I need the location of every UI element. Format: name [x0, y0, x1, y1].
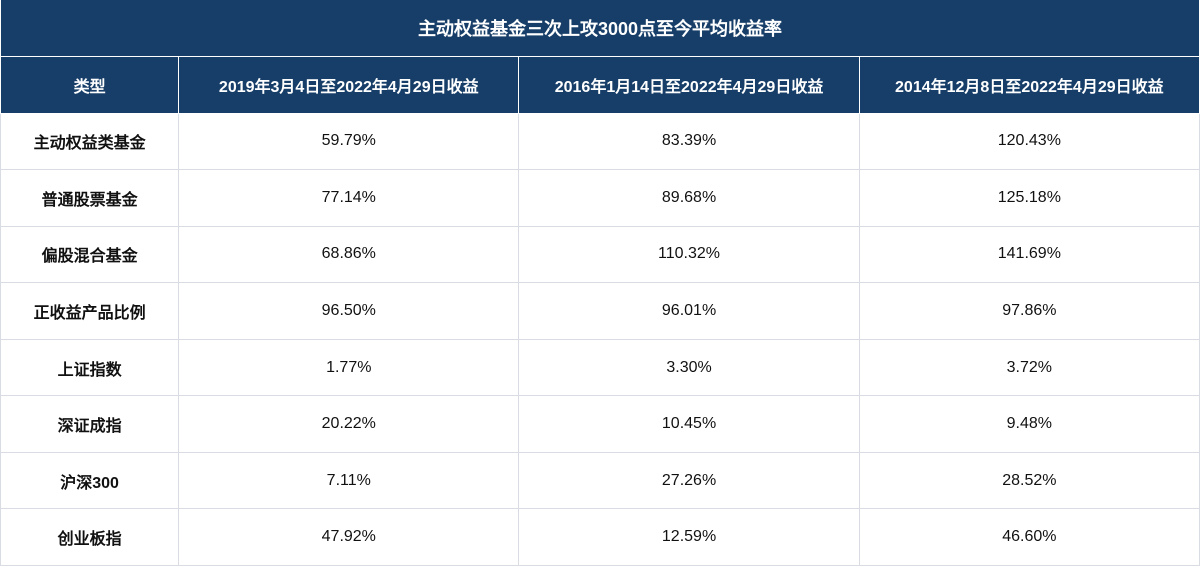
row-value: 96.50%	[179, 283, 519, 340]
table-row: 主动权益类基金59.79%83.39%120.43%	[1, 113, 1200, 170]
row-label: 深证成指	[1, 396, 179, 453]
row-value: 59.79%	[179, 113, 519, 170]
row-value: 46.60%	[859, 509, 1199, 566]
row-value: 125.18%	[859, 170, 1199, 227]
table-row: 上证指数1.77%3.30%3.72%	[1, 339, 1200, 396]
row-value: 141.69%	[859, 226, 1199, 283]
table-title: 主动权益基金三次上攻3000点至今平均收益率	[1, 0, 1200, 57]
row-value: 97.86%	[859, 283, 1199, 340]
row-value: 3.72%	[859, 339, 1199, 396]
row-label: 主动权益类基金	[1, 113, 179, 170]
row-label: 沪深300	[1, 452, 179, 509]
returns-table: 主动权益基金三次上攻3000点至今平均收益率 类型 2019年3月4日至2022…	[0, 0, 1200, 566]
row-value: 7.11%	[179, 452, 519, 509]
row-label: 上证指数	[1, 339, 179, 396]
col-header-period1: 2019年3月4日至2022年4月29日收益	[179, 57, 519, 114]
row-value: 68.86%	[179, 226, 519, 283]
col-header-type: 类型	[1, 57, 179, 114]
row-value: 83.39%	[519, 113, 859, 170]
row-value: 47.92%	[179, 509, 519, 566]
col-header-period2: 2016年1月14日至2022年4月29日收益	[519, 57, 859, 114]
row-value: 96.01%	[519, 283, 859, 340]
row-value: 10.45%	[519, 396, 859, 453]
table-row: 深证成指20.22%10.45%9.48%	[1, 396, 1200, 453]
row-value: 110.32%	[519, 226, 859, 283]
row-label: 偏股混合基金	[1, 226, 179, 283]
table-row: 偏股混合基金68.86%110.32%141.69%	[1, 226, 1200, 283]
row-value: 28.52%	[859, 452, 1199, 509]
table-row: 普通股票基金77.14%89.68%125.18%	[1, 170, 1200, 227]
table-row: 正收益产品比例96.50%96.01%97.86%	[1, 283, 1200, 340]
row-value: 20.22%	[179, 396, 519, 453]
table-row: 沪深3007.11%27.26%28.52%	[1, 452, 1200, 509]
row-value: 12.59%	[519, 509, 859, 566]
row-label: 正收益产品比例	[1, 283, 179, 340]
table-header-row: 类型 2019年3月4日至2022年4月29日收益 2016年1月14日至202…	[1, 57, 1200, 114]
row-value: 89.68%	[519, 170, 859, 227]
col-header-period3: 2014年12月8日至2022年4月29日收益	[859, 57, 1199, 114]
row-value: 1.77%	[179, 339, 519, 396]
row-value: 27.26%	[519, 452, 859, 509]
row-value: 120.43%	[859, 113, 1199, 170]
row-value: 9.48%	[859, 396, 1199, 453]
table-row: 创业板指47.92%12.59%46.60%	[1, 509, 1200, 566]
row-label: 普通股票基金	[1, 170, 179, 227]
table-title-row: 主动权益基金三次上攻3000点至今平均收益率	[1, 0, 1200, 57]
row-label: 创业板指	[1, 509, 179, 566]
row-value: 3.30%	[519, 339, 859, 396]
row-value: 77.14%	[179, 170, 519, 227]
